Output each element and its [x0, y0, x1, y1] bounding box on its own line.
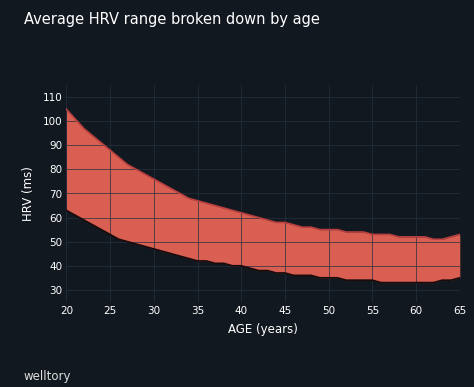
Y-axis label: HRV (ms): HRV (ms) [22, 166, 36, 221]
Text: Average HRV range broken down by age: Average HRV range broken down by age [24, 12, 319, 27]
Text: welltory: welltory [24, 370, 71, 383]
X-axis label: AGE (years): AGE (years) [228, 323, 298, 336]
